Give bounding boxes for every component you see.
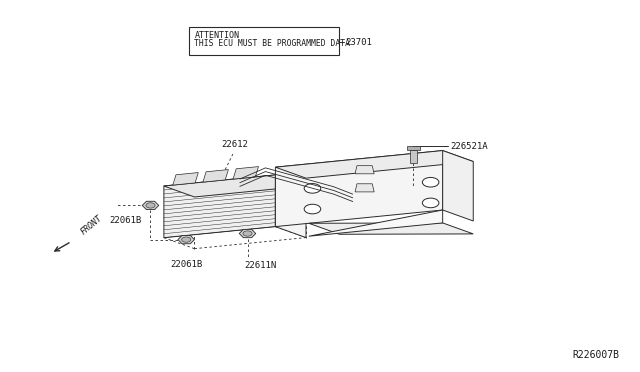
Polygon shape [309,210,443,236]
Circle shape [422,177,439,187]
Circle shape [304,183,321,193]
Polygon shape [203,170,228,182]
Polygon shape [410,150,417,163]
Text: THIS ECU MUST BE PROGRAMMED DATA: THIS ECU MUST BE PROGRAMMED DATA [195,39,351,48]
Circle shape [182,237,191,242]
Polygon shape [173,173,198,185]
Polygon shape [407,147,420,150]
Polygon shape [355,166,374,174]
Polygon shape [275,151,443,227]
Text: ATTENTION: ATTENTION [195,31,239,40]
Text: 22061B: 22061B [170,260,202,269]
Polygon shape [275,151,473,178]
Circle shape [422,198,439,208]
Polygon shape [233,167,259,179]
Text: 22611N: 22611N [244,261,276,270]
Circle shape [146,203,155,208]
Polygon shape [164,175,275,238]
Text: R226007B: R226007B [573,350,620,359]
Text: 23701: 23701 [346,38,372,47]
Circle shape [304,204,321,214]
Text: FRONT: FRONT [79,214,104,237]
Polygon shape [178,235,195,244]
Circle shape [243,231,252,236]
Polygon shape [355,184,374,192]
Polygon shape [239,230,256,238]
Polygon shape [443,151,473,221]
Text: 22061B: 22061B [109,216,141,225]
Polygon shape [164,175,306,197]
Polygon shape [309,223,473,234]
Text: 226521A: 226521A [451,142,488,151]
Text: 22612: 22612 [221,140,248,149]
Bar [189,27,339,55]
Polygon shape [142,201,159,209]
Polygon shape [275,175,306,238]
